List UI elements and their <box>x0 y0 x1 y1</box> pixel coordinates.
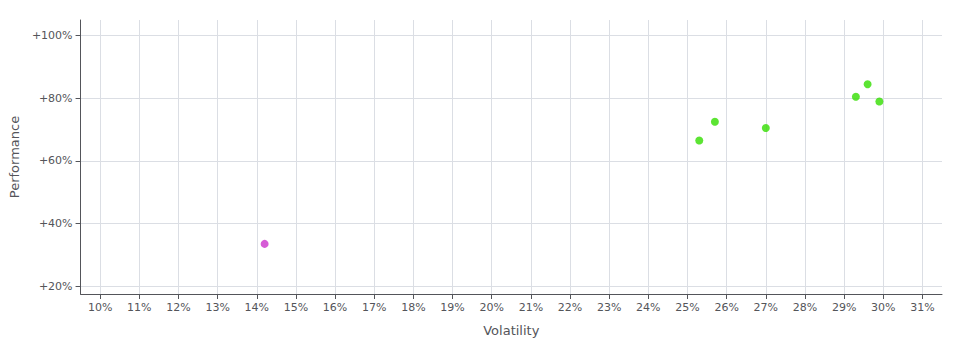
svg-text:Performance: Performance <box>7 116 22 198</box>
svg-text:29%: 29% <box>832 301 856 314</box>
svg-text:26%: 26% <box>714 301 738 314</box>
svg-text:+20%: +20% <box>39 280 73 293</box>
svg-text:Volatility: Volatility <box>483 323 539 338</box>
svg-text:24%: 24% <box>636 301 660 314</box>
svg-text:14%: 14% <box>245 301 269 314</box>
svg-text:28%: 28% <box>793 301 817 314</box>
svg-text:18%: 18% <box>401 301 425 314</box>
svg-text:19%: 19% <box>440 301 464 314</box>
svg-text:20%: 20% <box>479 301 503 314</box>
svg-text:10%: 10% <box>88 301 112 314</box>
svg-text:+80%: +80% <box>39 92 73 105</box>
svg-text:12%: 12% <box>166 301 190 314</box>
svg-text:21%: 21% <box>519 301 543 314</box>
svg-text:+100%: +100% <box>32 29 73 42</box>
svg-text:23%: 23% <box>597 301 621 314</box>
svg-text:31%: 31% <box>910 301 934 314</box>
svg-text:15%: 15% <box>284 301 308 314</box>
svg-text:22%: 22% <box>558 301 582 314</box>
svg-text:+40%: +40% <box>39 217 73 230</box>
svg-text:17%: 17% <box>362 301 386 314</box>
svg-text:27%: 27% <box>754 301 778 314</box>
svg-text:11%: 11% <box>127 301 151 314</box>
svg-text:+60%: +60% <box>39 154 73 167</box>
svg-text:16%: 16% <box>323 301 347 314</box>
svg-text:30%: 30% <box>871 301 895 314</box>
svg-text:25%: 25% <box>675 301 699 314</box>
svg-text:13%: 13% <box>205 301 229 314</box>
